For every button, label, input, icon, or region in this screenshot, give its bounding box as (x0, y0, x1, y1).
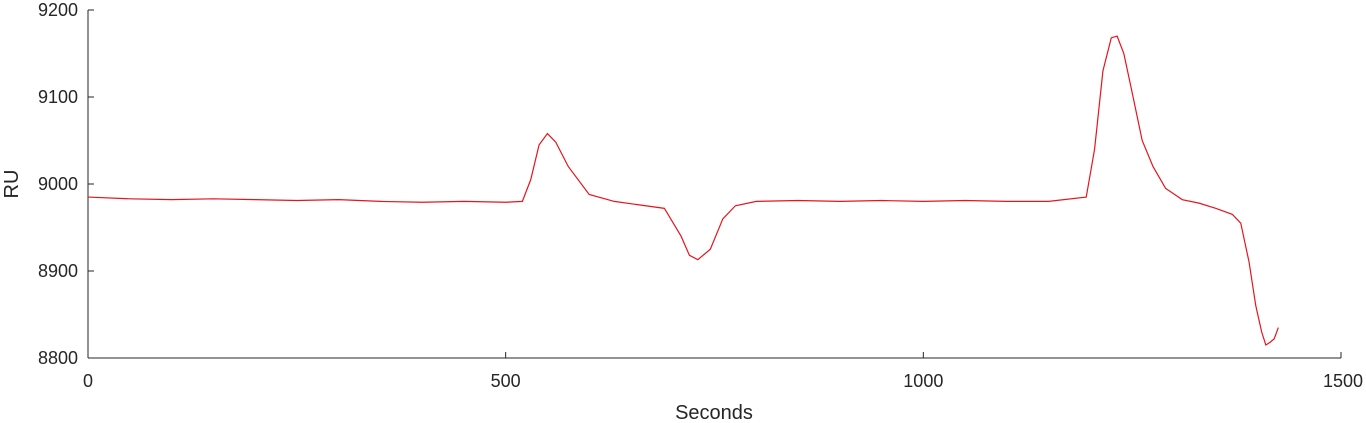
y-tick-label: 8800 (38, 348, 78, 368)
y-tick-label: 8900 (38, 261, 78, 281)
x-tick-label: 1500 (1323, 371, 1363, 391)
series-line (87, 35, 1279, 346)
y-tick-label: 9000 (38, 174, 78, 194)
x-axis-ticks: 0 500 1000 1500 (83, 352, 1363, 391)
y-axis-label: RU (1, 170, 23, 199)
x-tick-label: 0 (83, 371, 93, 391)
y-tick-label: 9100 (38, 87, 78, 107)
x-axis-label: Seconds (675, 402, 753, 423)
x-tick-label: 1000 (903, 371, 943, 391)
y-axis-ticks: 8800 8900 9000 9100 9200 (38, 0, 94, 368)
x-tick-label: 500 (491, 371, 521, 391)
y-tick-label: 9200 (38, 0, 78, 20)
